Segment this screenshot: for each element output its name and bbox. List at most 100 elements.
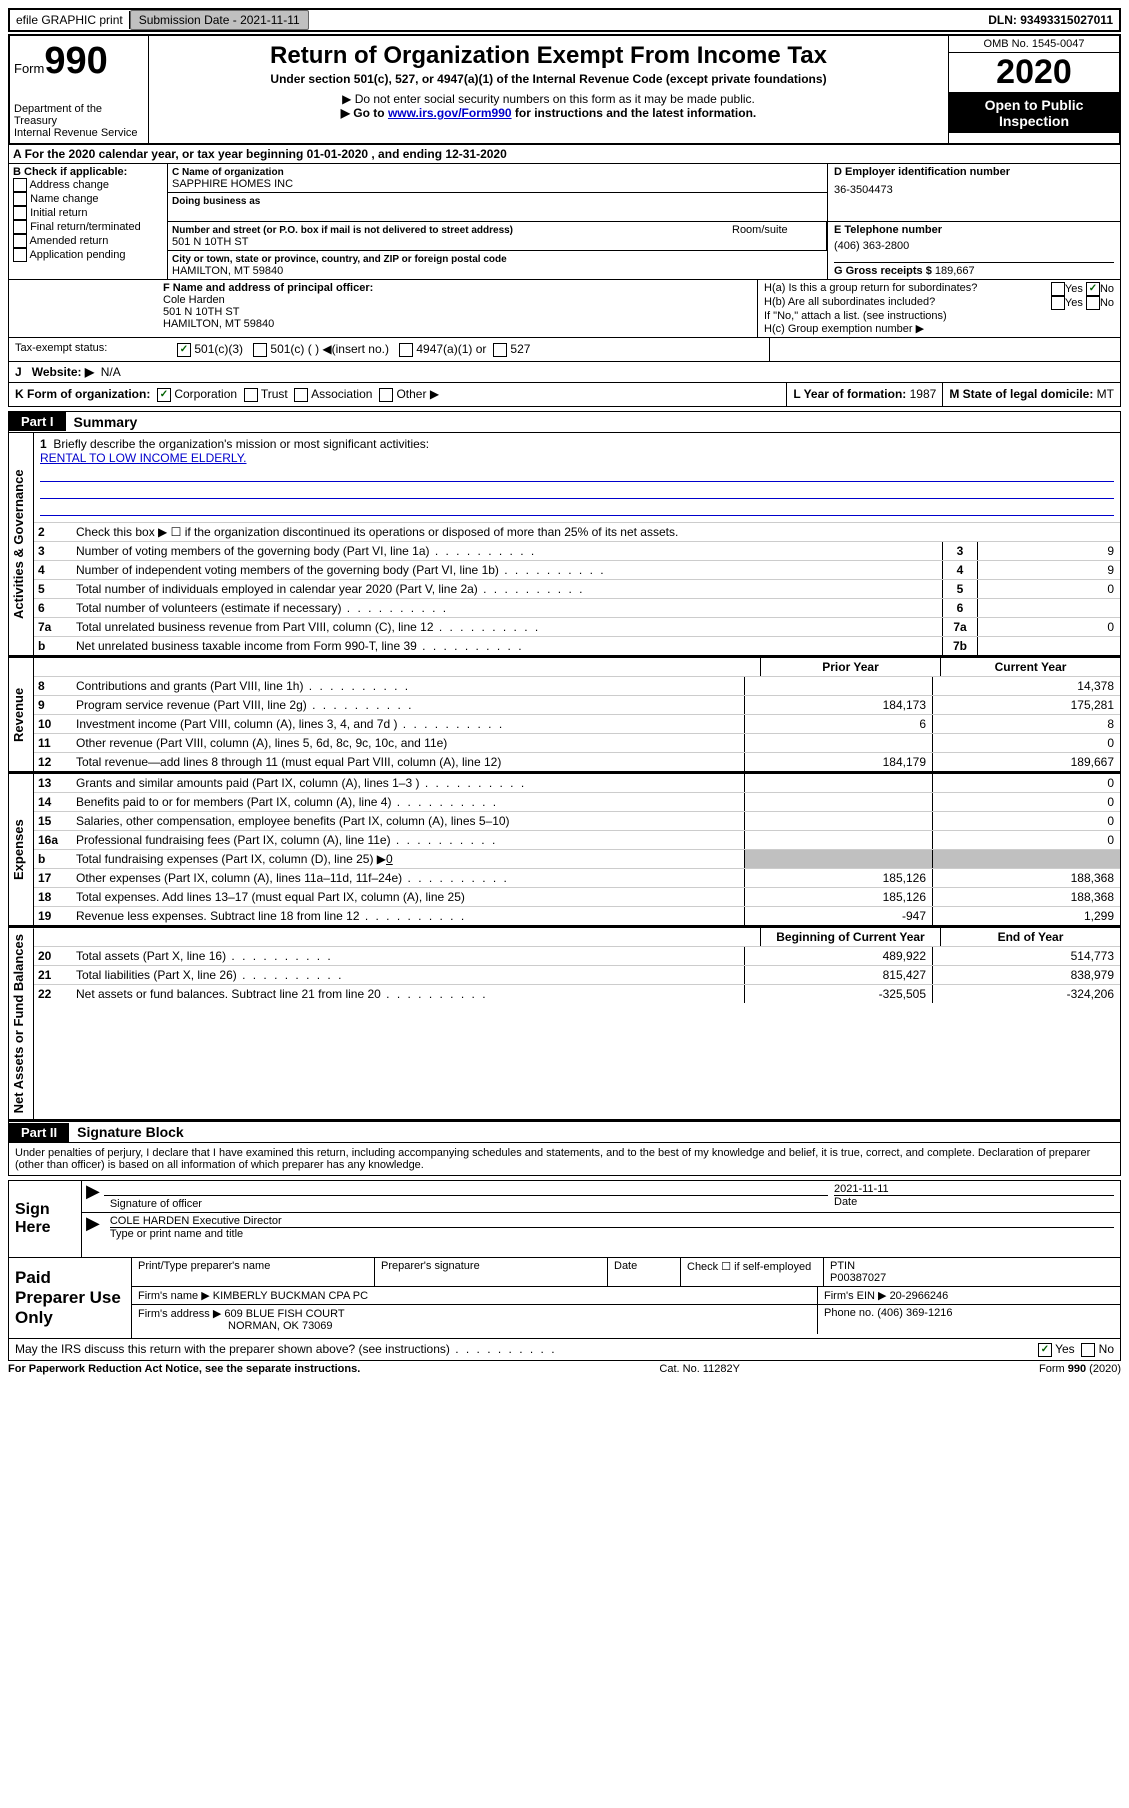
submission-date-btn[interactable]: Submission Date - 2021-11-11 [130,10,309,30]
l-year-formation: L Year of formation: 1987 [786,383,942,406]
year-header-row-2: Beginning of Current Year End of Year [34,928,1120,946]
mission-text: RENTAL TO LOW INCOME ELDERLY. [40,451,247,465]
line-5: 5 Total number of individuals employed i… [34,579,1120,598]
m-state-domicile: M State of legal domicile: MT [942,383,1120,406]
spacer [309,18,983,22]
line-10: 10 Investment income (Part VIII, column … [34,714,1120,733]
form-header: Form990 Department of the Treasury Inter… [8,34,1121,145]
tax-exempt-label: Tax-exempt status: [9,338,171,361]
netassets-body: Beginning of Current Year End of Year 20… [34,928,1120,1119]
cat-no: Cat. No. 11282Y [659,1363,740,1375]
mission-blank-line [40,501,1114,516]
ptin-cell: PTINP00387027 [824,1258,1120,1286]
col-f: F Name and address of principal officer:… [159,280,758,337]
hb-yes[interactable] [1051,296,1065,310]
chk-527[interactable] [493,343,507,357]
line-22: 22 Net assets or fund balances. Subtract… [34,984,1120,1003]
line-a: A For the 2020 calendar year, or tax yea… [8,145,1121,164]
expenses-body: 13 Grants and similar amounts paid (Part… [34,774,1120,925]
chk-application-pending[interactable]: Application pending [13,248,163,262]
pp-row-2: Firm's name ▶ KIMBERLY BUCKMAN CPA PC Fi… [132,1287,1120,1305]
revenue-section: Revenue Prior Year Current Year 8 Contri… [8,656,1121,772]
chk-other[interactable] [379,388,393,402]
phone-label: E Telephone number [834,224,1114,236]
k-form-org: K Form of organization: Corporation Trus… [9,383,786,406]
dept-treasury: Department of the Treasury [14,103,144,127]
end-year-header: End of Year [940,928,1120,946]
form-title: Return of Organization Exempt From Incom… [153,42,944,70]
form-subtitle: Under section 501(c), 527, or 4947(a)(1)… [153,72,944,86]
tax-exempt-row: Tax-exempt status: 501(c)(3) 501(c) ( ) … [8,338,1121,362]
chk-501c3[interactable] [177,343,191,357]
discuss-yes[interactable] [1038,1343,1052,1357]
chk-4947[interactable] [399,343,413,357]
phone-cell: Phone no. (406) 369-1216 [818,1305,1120,1334]
chk-assoc[interactable] [294,388,308,402]
shaded-cell [932,850,1120,868]
discuss-row: May the IRS discuss this return with the… [8,1339,1121,1361]
sign-here-body: ▶ Signature of officer 2021-11-11 Date ▶… [82,1181,1120,1257]
chk-corp[interactable] [157,388,171,402]
paid-preparer-body: Print/Type preparer's name Preparer's si… [132,1258,1120,1338]
ha-yes[interactable] [1051,282,1065,296]
part1-title: Summary [66,412,146,432]
form-note1: ▶ Do not enter social security numbers o… [153,92,944,106]
ha-no[interactable] [1086,282,1100,296]
line-18: 18 Total expenses. Add lines 13–17 (must… [34,887,1120,906]
form-ref: Form 990 (2020) [1039,1363,1121,1375]
line-16b: b Total fundraising expenses (Part IX, c… [34,849,1120,868]
header-right: OMB No. 1545-0047 2020 Open to Public In… [948,36,1119,143]
check-if-self-employed: Check ☐ if self-employed [681,1258,824,1286]
line-15: 15 Salaries, other compensation, employe… [34,811,1120,830]
line-14: 14 Benefits paid to or for members (Part… [34,792,1120,811]
paid-preparer-block: Paid Preparer Use Only Print/Type prepar… [8,1258,1121,1339]
sig-officer-label: Signature of officer [104,1195,828,1212]
pp-row-3: Firm's address ▶ 609 BLUE FISH COURT NOR… [132,1305,1120,1334]
header-center: Return of Organization Exempt From Incom… [149,36,948,143]
chk-final-return[interactable]: Final return/terminated [13,220,163,234]
ein-cell: D Employer identification number 36-3504… [828,164,1120,222]
efile-label: efile GRAPHIC print [10,11,130,29]
hb-no[interactable] [1086,296,1100,310]
line-4: 4 Number of independent voting members o… [34,560,1120,579]
arrow-icon: ▶ [82,1181,104,1212]
form-note2: ▶ Go to www.irs.gov/Form990 for instruct… [153,106,944,120]
netassets-section: Net Assets or Fund Balances Beginning of… [8,926,1121,1120]
discuss-yes-no: Yes No [1038,1342,1114,1357]
revenue-body: Prior Year Current Year 8 Contributions … [34,658,1120,771]
line-11: 11 Other revenue (Part VIII, column (A),… [34,733,1120,752]
col-c: C Name of organization SAPPHIRE HOMES IN… [168,164,1120,279]
prep-sig-label: Preparer's signature [375,1258,608,1286]
section-f-h: F Name and address of principal officer:… [8,280,1121,338]
vert-netassets: Net Assets or Fund Balances [9,928,34,1119]
current-year-header: Current Year [940,658,1120,676]
dln: DLN: 93493315027011 [982,11,1119,29]
shaded-cell [744,850,932,868]
irs-link[interactable]: www.irs.gov/Form990 [388,106,512,120]
form-number: Form990 [14,40,144,83]
chk-name-change[interactable]: Name change [13,192,163,206]
chk-trust[interactable] [244,388,258,402]
line-20: 20 Total assets (Part X, line 16) 489,92… [34,946,1120,965]
chk-address-change[interactable]: Address change [13,178,163,192]
sign-row-2: ▶ COLE HARDEN Executive Director Type or… [82,1213,1120,1242]
chk-amended-return[interactable]: Amended return [13,234,163,248]
firm-addr-cell: Firm's address ▶ 609 BLUE FISH COURT NOR… [132,1305,818,1334]
chk-initial-return[interactable]: Initial return [13,206,163,220]
discuss-no[interactable] [1081,1343,1095,1357]
header-left: Form990 Department of the Treasury Inter… [10,36,149,143]
chk-501c[interactable] [253,343,267,357]
part2-header: Part II Signature Block [8,1120,1121,1143]
f-spacer [9,280,159,337]
governance-body: 1 Briefly describe the organization's mi… [34,433,1120,655]
year-header-row: Prior Year Current Year [34,658,1120,676]
street-value: 501 N 10TH ST [172,236,248,248]
city-value: HAMILTON, MT 59840 [172,265,283,277]
section-b-g: B Check if applicable: Address change Na… [8,164,1121,280]
line-3: 3 Number of voting members of the govern… [34,541,1120,560]
beg-year-header: Beginning of Current Year [760,928,940,946]
part1-header: Part I Summary [8,411,1121,433]
tax-year: 2020 [949,53,1119,93]
officer-name: Cole Harden [163,294,753,306]
room-suite-cell: Room/suite [728,222,827,251]
